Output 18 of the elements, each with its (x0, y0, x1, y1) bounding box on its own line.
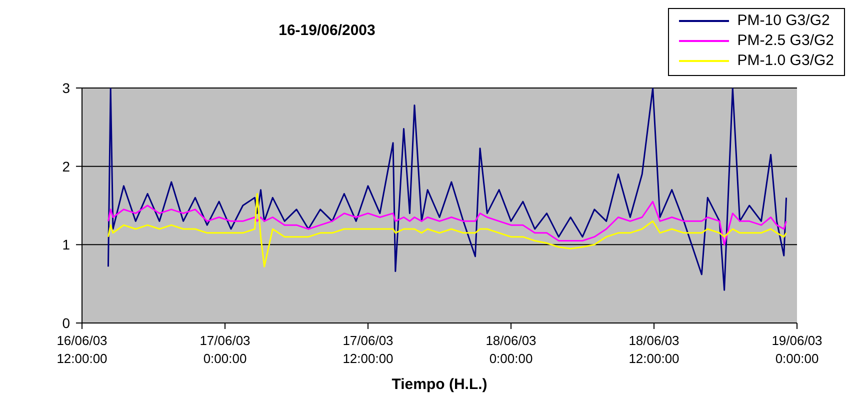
x-tick-label: 17/06/03 0:00:00 (200, 333, 250, 366)
x-tick-label: 18/06/03 0:00:00 (486, 333, 536, 366)
x-tick-label: 19/06/03 0:00:00 (772, 333, 822, 366)
x-tick-label: 17/06/03 12:00:00 (342, 333, 394, 366)
line-series (107, 193, 788, 268)
legend-label: PM-1.0 G3/G2 (737, 51, 834, 71)
x-tick-label: 18/06/03 12:00:00 (628, 333, 680, 366)
y-tick-label: 2 (62, 158, 70, 174)
legend-label: PM-10 G3/G2 (737, 11, 830, 31)
y-tick-label: 3 (62, 80, 70, 96)
legend-label: PM-2.5 G3/G2 (737, 31, 834, 51)
line-series (107, 200, 788, 246)
y-tick-label: 1 (62, 236, 70, 253)
y-tick-label: 0 (62, 315, 70, 331)
chart-title: 16-19/06/2003 (278, 22, 376, 39)
line-series (107, 88, 788, 291)
x-tick-label: 16/06/03 12:00:00 (56, 333, 108, 366)
x-axis-title: Tiempo (H.L.) (392, 376, 488, 393)
